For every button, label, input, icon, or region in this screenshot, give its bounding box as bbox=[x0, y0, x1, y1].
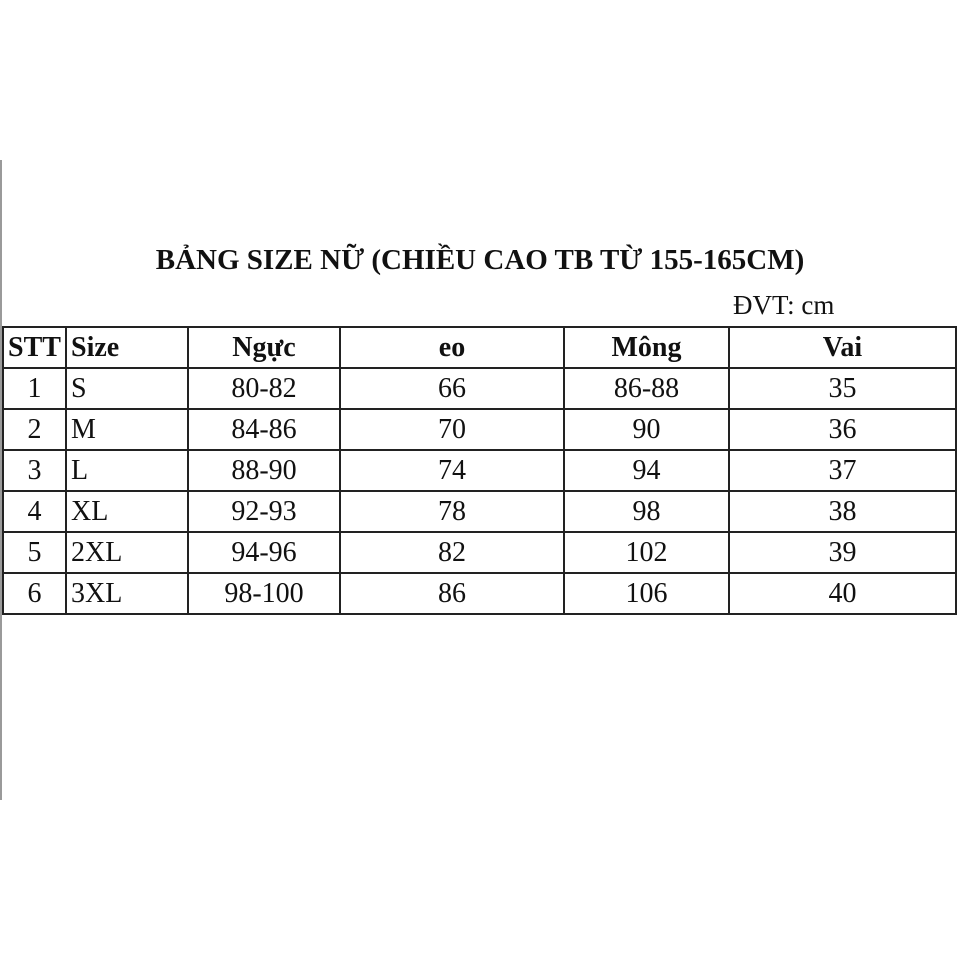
cell-vai: 40 bbox=[728, 572, 957, 615]
cell-stt: 3 bbox=[2, 449, 67, 492]
header-size: Size bbox=[65, 326, 189, 369]
cell-nguc: 92-93 bbox=[187, 490, 341, 533]
size-table: STT Size Ngực eo Mông Vai 1 S 80-82 66 86-88… bbox=[2, 326, 957, 615]
cell-size: S bbox=[65, 367, 189, 410]
cell-size: 3XL bbox=[65, 572, 189, 615]
cell-vai: 37 bbox=[728, 449, 957, 492]
cell-mong: 102 bbox=[563, 531, 730, 574]
cell-mong: 106 bbox=[563, 572, 730, 615]
cell-nguc: 80-82 bbox=[187, 367, 341, 410]
header-nguc: Ngực bbox=[187, 326, 341, 369]
table-row: 4 XL 92-93 78 98 38 bbox=[2, 490, 957, 533]
cell-size: L bbox=[65, 449, 189, 492]
cell-mong: 94 bbox=[563, 449, 730, 492]
cell-vai: 39 bbox=[728, 531, 957, 574]
cell-nguc: 88-90 bbox=[187, 449, 341, 492]
cell-vai: 38 bbox=[728, 490, 957, 533]
left-edge-divider bbox=[0, 160, 2, 800]
cell-eo: 78 bbox=[339, 490, 565, 533]
header-stt: STT bbox=[2, 326, 67, 369]
page-title: BẢNG SIZE NỮ (CHIỀU CAO TB TỪ 155-165CM) bbox=[155, 244, 805, 276]
cell-nguc: 98-100 bbox=[187, 572, 341, 615]
cell-nguc: 94-96 bbox=[187, 531, 341, 574]
table-row: 2 M 84-86 70 90 36 bbox=[2, 408, 957, 451]
cell-eo: 82 bbox=[339, 531, 565, 574]
table-row: 1 S 80-82 66 86-88 35 bbox=[2, 367, 957, 410]
header-mong: Mông bbox=[563, 326, 730, 369]
cell-stt: 5 bbox=[2, 531, 67, 574]
cell-mong: 86-88 bbox=[563, 367, 730, 410]
cell-nguc: 84-86 bbox=[187, 408, 341, 451]
cell-eo: 86 bbox=[339, 572, 565, 615]
cell-stt: 6 bbox=[2, 572, 67, 615]
cell-stt: 1 bbox=[2, 367, 67, 410]
cell-vai: 35 bbox=[728, 367, 957, 410]
cell-size: 2XL bbox=[65, 531, 189, 574]
cell-eo: 70 bbox=[339, 408, 565, 451]
cell-eo: 66 bbox=[339, 367, 565, 410]
cell-size: M bbox=[65, 408, 189, 451]
cell-stt: 4 bbox=[2, 490, 67, 533]
cell-stt: 2 bbox=[2, 408, 67, 451]
table-header-row: STT Size Ngực eo Mông Vai bbox=[2, 326, 957, 369]
table-row: 6 3XL 98-100 86 106 40 bbox=[2, 572, 957, 615]
cell-vai: 36 bbox=[728, 408, 957, 451]
table-row: 3 L 88-90 74 94 37 bbox=[2, 449, 957, 492]
unit-label: ĐVT: cm bbox=[733, 290, 835, 320]
header-vai: Vai bbox=[728, 326, 957, 369]
table-row: 5 2XL 94-96 82 102 39 bbox=[2, 531, 957, 574]
cell-mong: 98 bbox=[563, 490, 730, 533]
cell-mong: 90 bbox=[563, 408, 730, 451]
cell-size: XL bbox=[65, 490, 189, 533]
header-eo: eo bbox=[339, 326, 565, 369]
cell-eo: 74 bbox=[339, 449, 565, 492]
